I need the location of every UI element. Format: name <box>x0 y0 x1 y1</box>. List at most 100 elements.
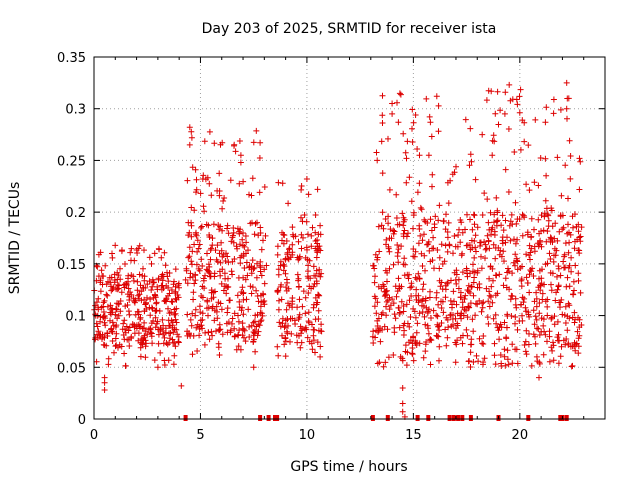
data-point <box>154 283 161 290</box>
data-point <box>495 121 502 128</box>
data-point <box>135 330 142 337</box>
data-point <box>575 270 582 277</box>
data-point <box>301 212 308 218</box>
data-point <box>416 152 423 159</box>
data-point <box>547 236 554 243</box>
data-point <box>252 220 259 227</box>
data-point <box>303 176 310 182</box>
data-point <box>489 299 496 306</box>
data-point <box>109 250 115 257</box>
data-point <box>276 319 283 326</box>
data-point <box>560 258 567 265</box>
data-point <box>196 303 203 310</box>
data-point <box>492 361 499 368</box>
data-point <box>221 195 228 201</box>
data-point <box>438 279 445 286</box>
data-point <box>425 152 432 159</box>
data-point <box>295 277 302 284</box>
data-point <box>209 332 216 339</box>
data-point <box>251 330 258 336</box>
data-point <box>527 267 534 273</box>
data-point <box>372 273 378 280</box>
data-point <box>276 297 282 304</box>
data-point <box>243 239 250 246</box>
data-point <box>570 224 576 231</box>
data-point <box>415 240 422 247</box>
data-point <box>558 192 565 199</box>
data-point <box>282 255 289 262</box>
data-point <box>197 309 204 316</box>
data-point <box>248 290 255 297</box>
x-tick-label: 15 <box>405 428 422 443</box>
data-point <box>284 330 291 337</box>
data-point <box>246 334 253 340</box>
data-point <box>236 230 243 237</box>
data-point <box>371 293 378 300</box>
data-point <box>467 290 474 296</box>
data-point <box>194 248 201 255</box>
data-point <box>486 275 493 282</box>
data-point <box>560 337 567 344</box>
data-point <box>298 330 304 337</box>
data-point <box>416 275 423 282</box>
data-point <box>371 303 378 310</box>
data-point <box>444 234 451 241</box>
data-point <box>403 362 410 369</box>
data-point <box>385 135 391 142</box>
data-point <box>217 259 224 266</box>
data-point <box>395 119 402 126</box>
data-point <box>137 314 144 321</box>
data-point <box>493 320 500 327</box>
data-point <box>578 224 585 231</box>
data-point <box>414 320 421 327</box>
data-point <box>464 332 471 339</box>
data-point <box>152 314 159 321</box>
data-point <box>282 338 289 345</box>
data-point <box>397 353 404 360</box>
data-point <box>453 163 459 170</box>
data-point <box>412 112 419 118</box>
data-point <box>236 138 243 144</box>
data-point <box>486 292 493 299</box>
data-point <box>261 280 268 287</box>
data-point <box>451 169 458 176</box>
data-point <box>403 155 410 162</box>
data-point <box>160 322 167 329</box>
data-point <box>281 263 288 270</box>
data-point <box>400 130 407 137</box>
data-point <box>294 339 301 346</box>
data-point <box>575 228 582 235</box>
data-point <box>206 234 213 240</box>
data-point <box>481 190 488 197</box>
data-point <box>216 321 223 328</box>
data-point <box>459 340 466 347</box>
data-point <box>313 254 320 261</box>
data-point <box>452 359 459 366</box>
data-point <box>294 304 301 311</box>
data-point <box>275 287 282 294</box>
data-point <box>375 223 382 230</box>
data-point <box>403 301 410 308</box>
data-point <box>117 265 123 272</box>
data-point <box>553 247 560 254</box>
data-point <box>286 245 293 252</box>
data-point <box>425 241 432 248</box>
data-point <box>387 226 394 233</box>
data-point <box>101 374 108 381</box>
data-point <box>406 339 412 346</box>
data-point <box>471 274 478 281</box>
data-point <box>417 204 424 211</box>
data-point <box>231 333 238 340</box>
data-point <box>513 346 520 353</box>
data-point <box>492 311 499 318</box>
data-point <box>518 276 525 283</box>
data-point <box>422 321 429 328</box>
data-point <box>244 272 251 279</box>
data-point <box>565 95 572 102</box>
data-point <box>419 298 426 305</box>
data-point <box>421 313 428 320</box>
data-point <box>157 327 164 334</box>
data-point <box>429 245 436 252</box>
data-point <box>497 321 504 328</box>
data-point <box>225 259 232 266</box>
